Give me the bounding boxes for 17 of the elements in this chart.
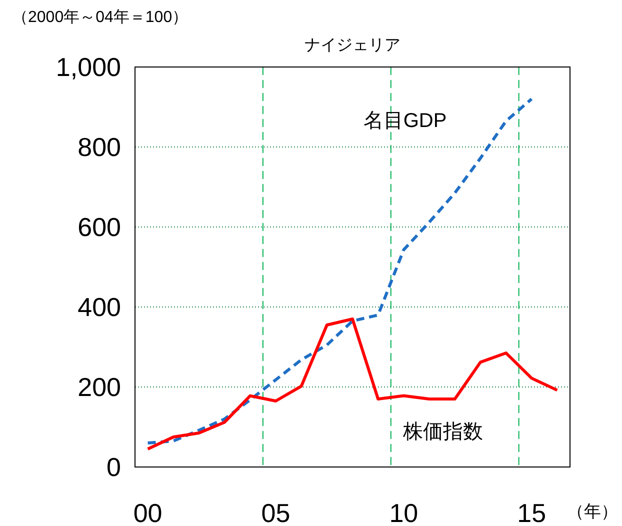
x-axis-title: （年） <box>567 502 618 521</box>
text: 名目GDP <box>363 110 447 132</box>
y-tick-label: 0 <box>106 452 121 482</box>
y-tick-label: 200 <box>78 372 121 402</box>
y-tick-label: 1,000 <box>56 52 121 82</box>
x-tick-label: 10 <box>389 498 418 526</box>
y-tick-label: 800 <box>78 132 121 162</box>
x-tick-label: 15 <box>517 498 546 526</box>
y-tick-label: 400 <box>78 292 121 322</box>
chart-title: ナイジェリア <box>304 37 400 54</box>
x-tick-label: 05 <box>261 498 290 526</box>
line-series <box>146 318 559 450</box>
x-tick-label: 00 <box>133 498 162 526</box>
line-series <box>146 98 534 444</box>
series-label: 株価指数 <box>402 421 483 443</box>
chart-subtitle: （2000年～04年＝100） <box>12 9 188 26</box>
y-tick-label: 600 <box>78 212 121 242</box>
